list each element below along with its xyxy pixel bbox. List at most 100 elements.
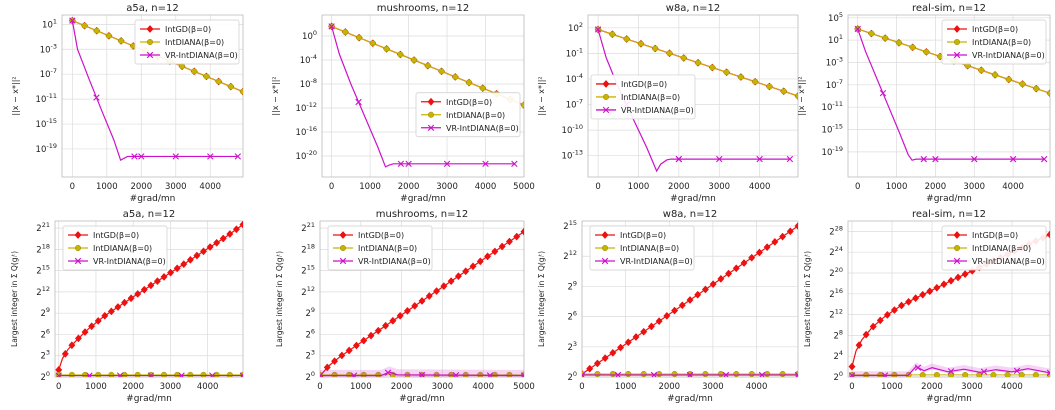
y-tick-exponent: -15 — [46, 117, 57, 125]
y-tick-label: 29 — [40, 306, 50, 319]
y-tick-label: 10-15 — [822, 123, 843, 136]
series-marker-1 — [95, 371, 102, 377]
y-tick-label: 20 — [567, 370, 577, 383]
y-tick-base: 10 — [822, 148, 833, 158]
series-marker-0 — [701, 285, 709, 294]
x-tick-label: 4000 — [199, 182, 221, 192]
legend-label: VR-IntDIANA(β=0) — [358, 257, 431, 266]
series-marker-2 — [209, 372, 216, 377]
series-marker-0 — [81, 328, 89, 337]
legend-label: VR-IntDIANA(β=0) — [93, 257, 166, 266]
series-marker-0 — [167, 268, 175, 277]
series-marker-1 — [795, 93, 798, 99]
series-marker-0 — [647, 322, 655, 331]
x-tick-label: 3000 — [436, 182, 458, 192]
series-marker-2 — [384, 369, 392, 376]
x-tick-label: 2000 — [668, 182, 690, 192]
series-marker-2 — [854, 25, 861, 33]
y-tick-exponent: -8 — [311, 77, 317, 85]
series-marker-0 — [505, 237, 513, 246]
y-tick-exponent: 0 — [313, 29, 317, 37]
x-tick-label: 2000 — [391, 382, 413, 392]
y-tick-label: 10-4 — [566, 72, 583, 85]
y-tick-label: 10-7 — [566, 98, 583, 111]
series-marker-2 — [1013, 367, 1021, 375]
y-tick-exponent: -19 — [832, 145, 843, 153]
series-marker-0 — [454, 272, 462, 281]
x-tick-label: 5000 — [513, 182, 535, 192]
series-marker-0 — [403, 306, 411, 315]
series-marker-0 — [632, 333, 640, 341]
y-tick-base: 10 — [36, 145, 47, 155]
y-tick-base: 2 — [567, 282, 572, 292]
legend-marker — [146, 51, 154, 59]
series-marker-1 — [909, 44, 916, 51]
series-marker-0 — [232, 225, 240, 234]
series-marker-0 — [601, 354, 609, 363]
y-tick-exponent: 6 — [46, 327, 50, 335]
x-tick-label: 0 — [855, 182, 860, 192]
legend-label: IntDIANA(β=0) — [93, 244, 152, 253]
y-tick-label: 10-3 — [40, 42, 57, 55]
legend-box — [589, 225, 695, 271]
y-tick-label: 212 — [829, 308, 843, 321]
series-marker-0 — [160, 272, 168, 281]
series-marker-2 — [786, 155, 794, 163]
y-tick-label: 10-1 — [566, 46, 583, 59]
series-marker-2 — [614, 371, 622, 377]
x-tick-label: 1000 — [615, 382, 637, 392]
y-tick-base: 10 — [300, 80, 311, 90]
y-tick-label: 100 — [302, 29, 317, 42]
y-tick-base: 10 — [40, 70, 51, 80]
series-marker-2 — [1046, 369, 1050, 377]
legend: IntGD(β=0) IntDIANA(β=0) VR-IntDIANA(β=0) — [62, 225, 168, 271]
y-tick-label: 215 — [36, 264, 50, 277]
series-marker-2 — [452, 372, 460, 377]
series-marker-2 — [350, 372, 358, 377]
series-marker-2 — [520, 372, 524, 377]
series-marker-1 — [766, 83, 773, 90]
y-tick-label: 20 — [833, 370, 843, 383]
series-marker-0 — [140, 285, 148, 294]
series-marker-1 — [582, 370, 585, 377]
legend-label: IntDIANA(β=0) — [446, 111, 505, 120]
chart-panel-2: w8a, n=120 1000 2000 3000 4000#grad/mn10210-… — [537, 3, 799, 204]
y-tick-label: 10-13 — [562, 149, 583, 162]
legend: IntGD(β=0) IntDIANA(β=0) VR-IntDIANA(β=0) — [415, 92, 521, 138]
x-axis-label: #grad/mn — [926, 194, 972, 204]
series-marker-0 — [694, 290, 702, 299]
y-tick-base: 10 — [566, 75, 577, 85]
series-layer — [328, 22, 524, 168]
legend-label: IntGD(β=0) — [972, 231, 1018, 240]
y-tick-base: 2 — [36, 267, 41, 277]
y-tick-base: 10 — [296, 128, 307, 138]
x-tick-label: 3000 — [708, 182, 730, 192]
y-tick-base: 2 — [829, 311, 834, 321]
series-marker-1 — [105, 32, 112, 39]
y-tick-label: 224 — [829, 245, 843, 258]
series-marker-0 — [678, 301, 686, 310]
legend-marker — [74, 231, 82, 239]
chart-panel-7: real-sim, n=12 0 1000 2000 3000 4000 #grad/mn 2… — [803, 209, 1051, 404]
series-marker-0 — [740, 259, 748, 267]
y-tick-exponent: 0 — [573, 370, 577, 378]
series-marker-0 — [367, 331, 375, 340]
series-marker-0 — [74, 334, 83, 343]
x-tick-label: 3000 — [160, 382, 182, 392]
series-layer — [582, 222, 798, 377]
series-marker-2 — [848, 372, 856, 377]
series-marker-0 — [382, 321, 390, 330]
legend-marker — [339, 257, 347, 265]
legend-label: IntGD(β=0) — [165, 25, 211, 34]
chart-title: a5a, n=12 — [126, 3, 178, 14]
series-marker-2 — [932, 155, 939, 163]
series-marker-2 — [239, 372, 243, 377]
chart-title: w8a, n=12 — [666, 3, 720, 14]
y-tick-exponent: 9 — [573, 279, 577, 287]
series-marker-0 — [883, 310, 891, 319]
series-marker-1 — [733, 370, 740, 377]
series-marker-0 — [779, 232, 787, 241]
y-tick-base: 2 — [833, 352, 838, 362]
series-marker-0 — [640, 327, 648, 336]
y-tick-label: 29 — [567, 279, 577, 292]
